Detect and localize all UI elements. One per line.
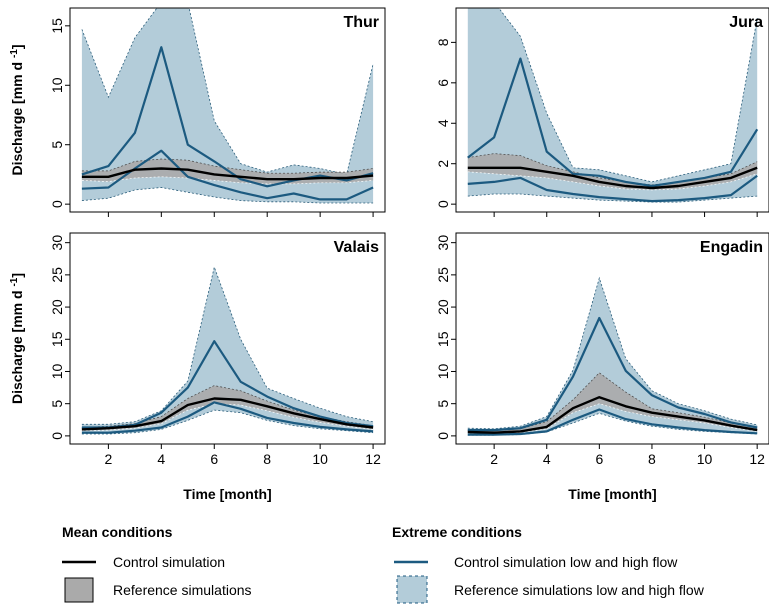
plot-area (467, 276, 758, 436)
y-tick-label: 10 (49, 363, 65, 379)
x-tick-label: 6 (210, 451, 218, 467)
extreme-band-upper-edge (81, 265, 374, 425)
x-tick-label: 4 (157, 451, 165, 467)
x-tick-label: 8 (263, 451, 271, 467)
plot-area (81, 265, 374, 435)
legend-extreme-band-label: Reference simulations low and high flow (454, 582, 704, 598)
y-axis-label: Discharge [mm d -1] (9, 44, 25, 175)
control-mean-line (81, 167, 374, 181)
y-tick-label: 25 (49, 267, 65, 283)
control-high-flow-line (467, 316, 758, 432)
y-tick-label: 30 (49, 235, 65, 251)
extreme-band-upper-edge (467, 276, 758, 430)
y-tick-label: 0 (435, 200, 451, 208)
control-mean-line (467, 166, 758, 190)
y-tick-label: 5 (49, 400, 65, 408)
reference-band-lower-edge (81, 403, 374, 432)
reference-band-upper-edge (81, 158, 374, 174)
y-tick-label: 0 (49, 200, 65, 208)
legend-mean-band-swatch (64, 577, 94, 603)
y-axis-label-main: Discharge [mm d (9, 287, 25, 404)
extreme-band-lower-edge (81, 409, 374, 435)
x-tick-label: 10 (312, 451, 328, 467)
panel-frame (69, 232, 386, 445)
x-tick-label: 4 (543, 451, 551, 467)
extreme-reference-band (81, 267, 374, 434)
legend-mean-title: Mean conditions (62, 524, 173, 540)
plot-area (467, 8, 759, 203)
x-tick-label: 12 (365, 451, 381, 467)
panel-frame (455, 7, 769, 213)
panel-valais: Valais 0 5 10 15 20 25 30 2 4 6 8 10 12 Discharge [mm … (9, 232, 386, 502)
y-axis-label-sup: -1 (9, 277, 20, 286)
x-axis-label: Time [month] (568, 486, 656, 502)
legend-extreme-band-swatch (396, 575, 428, 604)
y-tick-label: 0 (435, 432, 451, 440)
y-tick-label: 20 (49, 299, 65, 315)
plot-area (81, 8, 374, 204)
legend: Mean conditions Extreme conditions Contr… (0, 518, 769, 604)
panel-title: Jura (729, 14, 763, 31)
panel-thur: Thur 0 5 10 15 Discharge [mm d -1] (9, 7, 386, 217)
extreme-reference-band (467, 278, 758, 436)
y-tick-label: 20 (435, 299, 451, 315)
panel-engadin: Engadin 0 5 10 15 20 25 30 2 4 6 8 10 12 Time [month] (435, 232, 769, 502)
extreme-band-lower-edge (81, 187, 374, 204)
y-tick-label: 15 (435, 331, 451, 347)
legend-mean-line-swatch (62, 560, 96, 564)
x-tick-label: 6 (595, 451, 603, 467)
y-tick-label: 5 (49, 141, 65, 149)
y-tick-label: 10 (49, 77, 65, 93)
extreme-band-lower-edge (467, 193, 758, 203)
extreme-reference-band (467, 8, 758, 203)
control-low-flow-line (467, 174, 758, 203)
panel-title: Thur (343, 14, 379, 31)
y-tick-label: 6 (435, 79, 451, 87)
x-tick-label: 2 (104, 451, 112, 467)
panel-title: Valais (334, 239, 379, 256)
x-axis-label: Time [month] (183, 486, 271, 502)
y-axis-label-main: Discharge [mm d (9, 58, 25, 175)
x-tick-label: 8 (648, 451, 656, 467)
y-axis-label: Discharge [mm d -1] (9, 273, 25, 404)
legend-mean-band-label: Reference simulations (113, 582, 252, 598)
x-tick-label: 2 (490, 451, 498, 467)
y-tick-label: 5 (435, 400, 451, 408)
reference-band-lower-edge (467, 171, 758, 191)
y-tick-label: 15 (49, 331, 65, 347)
reference-band-lower-edge (81, 176, 374, 185)
y-tick-label: 4 (435, 119, 451, 127)
y-tick-label: 8 (435, 38, 451, 46)
legend-mean-line-label: Control simulation (113, 554, 226, 570)
control-low-flow-line (467, 408, 758, 436)
legend-extreme-line-swatch (394, 560, 428, 564)
y-axis-label-close: ] (9, 273, 25, 278)
y-tick-label: 0 (49, 432, 65, 440)
y-tick-label: 10 (435, 363, 451, 379)
x-tick-label: 10 (697, 451, 713, 467)
control-mean-line (81, 397, 374, 431)
y-tick-label: 2 (435, 160, 451, 168)
y-tick-label: 25 (435, 267, 451, 283)
panel-frame (69, 7, 386, 213)
legend-extreme-line-label: Control simulation low and high flow (454, 554, 678, 570)
y-tick-label: 30 (435, 235, 451, 251)
control-mean-line (467, 396, 758, 434)
control-low-flow-line (81, 401, 374, 434)
control-high-flow-line (467, 57, 759, 188)
legend-extreme-title: Extreme conditions (392, 524, 522, 540)
y-tick-label: 15 (49, 18, 65, 34)
reference-band (467, 153, 758, 190)
panel-title: Engadin (700, 239, 763, 256)
panel-frame (455, 232, 769, 445)
x-tick-label: 12 (749, 451, 765, 467)
reference-band (81, 385, 374, 431)
control-high-flow-line (81, 46, 374, 188)
panel-jura: Jura 0 2 4 6 8 (435, 7, 769, 217)
y-axis-label-close: ] (9, 44, 25, 49)
y-axis-label-sup: -1 (9, 49, 20, 58)
